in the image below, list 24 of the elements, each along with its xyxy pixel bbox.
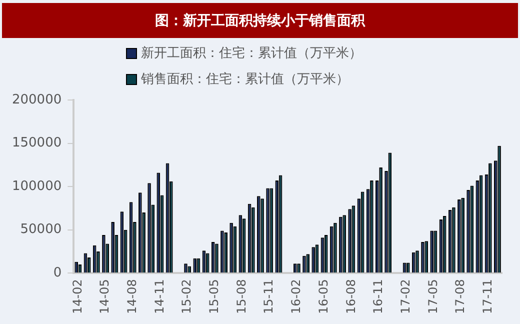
x-tick-label: 14-08 bbox=[125, 279, 139, 314]
x-tick-label: 17-08 bbox=[453, 279, 468, 314]
x-tick-label: 16-11 bbox=[371, 279, 386, 314]
x-tick-label: 15-05 bbox=[207, 279, 222, 314]
y-tick-label: 100000 bbox=[12, 178, 62, 194]
y-tick-label: 200000 bbox=[12, 92, 62, 108]
x-tick-label: 17-05 bbox=[426, 279, 440, 314]
x-tick-label: 16-02 bbox=[289, 279, 304, 314]
x-tick-label: 14-11 bbox=[152, 279, 166, 314]
y-tick-label: 0 bbox=[53, 266, 62, 281]
x-tick-label: 17-02 bbox=[398, 279, 412, 314]
legend-label: 销售面积：住宅：累计值（万平米） bbox=[141, 71, 349, 88]
chart-title: 图：新开工面积持续小于销售面积 bbox=[2, 3, 518, 38]
x-tick-label: 14-02 bbox=[70, 279, 84, 314]
x-tick-label: 15-02 bbox=[180, 279, 194, 314]
x-tick-label: 16-08 bbox=[344, 279, 358, 314]
y-tick-label: 150000 bbox=[12, 136, 62, 151]
x-tick-label: 14-05 bbox=[98, 279, 112, 314]
x-tick-label: 17-11 bbox=[480, 279, 494, 314]
x-tick-label: 15-08 bbox=[234, 279, 248, 314]
x-tick-label: 16-05 bbox=[316, 279, 330, 314]
y-tick-label: 50000 bbox=[20, 222, 62, 238]
x-tick-label: 15-11 bbox=[262, 279, 276, 314]
legend-label: 新开工面积：住宅：累计值（万平米） bbox=[141, 45, 362, 62]
